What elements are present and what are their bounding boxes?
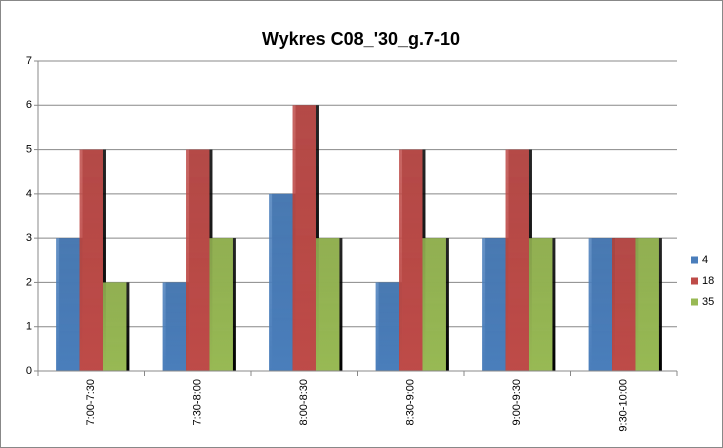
legend-label: 4 [702, 254, 708, 266]
y-tick-label: 5 [26, 143, 32, 155]
chart-title: Wykres C08_'30_g.7-10 [262, 29, 460, 49]
bar [528, 238, 553, 371]
legend-label: 35 [702, 296, 714, 308]
bar [292, 105, 316, 372]
bar [162, 282, 187, 371]
bar [635, 238, 659, 371]
bar [56, 238, 80, 371]
y-tick-label: 2 [26, 276, 32, 288]
y-tick-label: 7 [26, 55, 32, 67]
bar [375, 282, 400, 371]
bar [269, 193, 293, 371]
bar [209, 238, 233, 371]
x-tick-label: 7:00-7:30 [85, 379, 97, 425]
legend-swatch [691, 277, 698, 285]
legend-swatch [691, 298, 698, 306]
legend-label: 18 [702, 275, 714, 287]
x-tick-label: 8:00-8:30 [298, 379, 310, 425]
bar [399, 149, 423, 371]
bar [422, 238, 446, 371]
x-tick-label: 9:30-10:00 [618, 379, 630, 432]
y-tick-label: 4 [26, 188, 32, 200]
x-tick-label: 8:30-9:00 [405, 379, 417, 425]
x-tick-label: 7:30-8:00 [192, 379, 204, 425]
bar [612, 238, 636, 371]
bar [79, 149, 103, 371]
bar [482, 238, 506, 371]
y-tick-label: 1 [26, 321, 32, 333]
y-tick-label: 6 [26, 99, 32, 111]
bar [102, 282, 127, 371]
y-tick-label: 3 [26, 232, 32, 244]
x-tick-label: 9:00-9:30 [511, 379, 523, 425]
y-tick-label: 0 [26, 365, 32, 377]
legend-swatch [691, 256, 698, 264]
bar [505, 149, 529, 371]
bar [186, 149, 210, 371]
bar [315, 238, 340, 371]
bar [588, 238, 613, 371]
